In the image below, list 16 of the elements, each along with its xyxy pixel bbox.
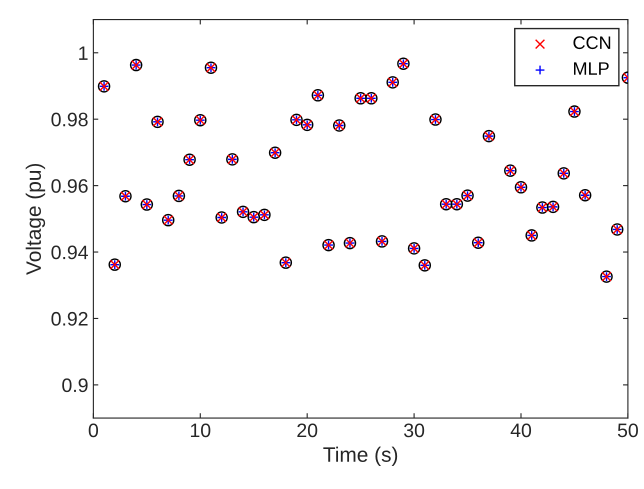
x-tick-label: 10	[190, 423, 210, 438]
y-tick-label: 1	[79, 46, 88, 60]
y-tick-label: 0.9	[62, 378, 88, 392]
x-tick-label: 40	[510, 423, 532, 438]
y-tick-label: 0.98	[51, 112, 88, 126]
y-tick-label: 0.96	[51, 179, 88, 193]
x-tick-label: 20	[297, 423, 318, 438]
y-axis-title: Voltage (pu)	[26, 164, 46, 275]
legend-label: CCN	[573, 36, 610, 50]
x-tick-label: 30	[404, 423, 424, 438]
y-tick-label: 0.92	[51, 312, 88, 326]
x-tick-label: 50	[618, 423, 638, 438]
y-tick-label: 0.94	[51, 246, 88, 260]
x-axis-title: Time (s)	[323, 446, 398, 466]
legend-label: MLP	[574, 62, 609, 75]
x-tick-label: 0	[88, 423, 98, 438]
